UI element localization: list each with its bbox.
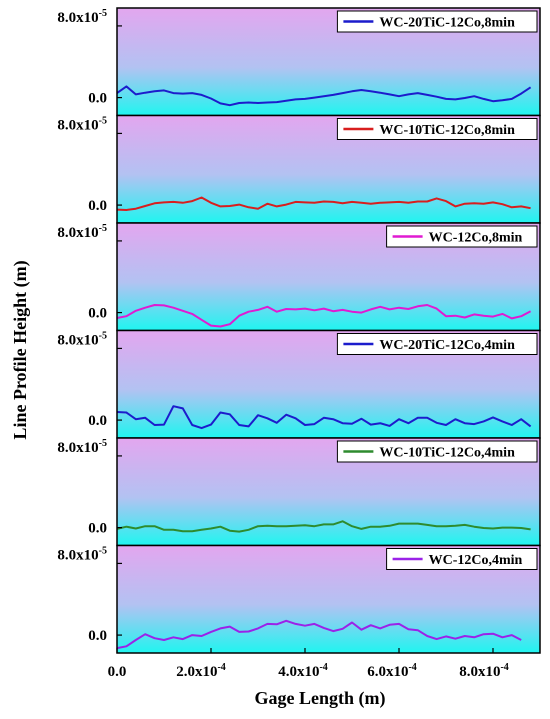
panel: 8.0x10-5 0.0 WC-12Co,8min <box>57 222 541 332</box>
legend-box <box>336 440 538 463</box>
panel: 8.0x10-5 0.0 WC-20TiC-12Co,4min <box>57 329 541 439</box>
legend: WC-10TiC-12Co,4min <box>336 440 538 463</box>
y-tick-label: 0.0 <box>88 628 107 644</box>
x-tick-label: 2.0x10-4 <box>176 662 226 680</box>
y-tick-label: 0.0 <box>88 306 107 322</box>
x-axis-title: Gage Length (m) <box>255 688 386 709</box>
legend-box <box>386 548 538 570</box>
series-line <box>116 520 531 533</box>
series-line <box>116 85 532 107</box>
y-tick-label: 8.0x10-5 <box>57 438 107 456</box>
panel: 8.0x10-5 0.0 WC-10TiC-12Co,4min <box>57 437 541 547</box>
y-tick-label: 0.0 <box>88 198 107 214</box>
panels: 8.0x10-5 0.0 WC-20TiC-12Co,8min 8.0x10-5 0.0… <box>57 7 541 654</box>
y-tick-label: 8.0x10-5 <box>57 116 107 134</box>
y-tick-label: 0.0 <box>88 521 107 537</box>
legend: WC-20TiC-12Co,8min <box>336 10 538 33</box>
legend: WC-12Co,8min <box>386 225 538 248</box>
legend: WC-10TiC-12Co,8min <box>336 118 538 140</box>
x-tick-label: 4.0x10-4 <box>278 662 328 680</box>
series-line <box>116 619 522 650</box>
y-tick-label: 0.0 <box>88 413 107 429</box>
y-tick-label: 8.0x10-5 <box>57 331 107 349</box>
y-tick-label: 0.0 <box>88 91 107 107</box>
y-tick-label: 8.0x10-5 <box>57 223 107 241</box>
legend-box <box>386 225 538 248</box>
y-tick-label: 8.0x10-5 <box>57 546 107 564</box>
x-tick-label: 0.0 <box>108 664 127 680</box>
legend-box <box>336 118 538 140</box>
legend-label: WC-20TiC-12Co,8min <box>379 16 515 31</box>
series-line <box>116 304 532 328</box>
panel: 8.0x10-5 0.0 WC-10TiC-12Co,8min <box>57 114 541 224</box>
panel-frame <box>116 544 541 654</box>
x-axis: 0.0 2.0x10-4 4.0x10-4 6.0x10-4 8.0x10-4 … <box>108 662 509 709</box>
x-tick-label: 6.0x10-4 <box>367 662 417 680</box>
legend-label: WC-12Co,8min <box>429 231 523 246</box>
legend: WC-20TiC-12Co,4min <box>336 333 538 355</box>
legend: WC-12Co,4min <box>386 548 538 570</box>
legend-label: WC-12Co,4min <box>429 553 523 568</box>
series-line <box>116 196 531 211</box>
panel: 8.0x10-5 0.0 WC-12Co,4min <box>57 544 541 654</box>
y-axis-title: Line Profile Height (m) <box>10 260 31 439</box>
series-line <box>116 405 532 430</box>
panel: 8.0x10-5 0.0 WC-20TiC-12Co,8min <box>57 7 541 117</box>
y-tick-label: 8.0x10-5 <box>57 8 107 26</box>
legend-box <box>336 10 538 33</box>
legend-label: WC-10TiC-12Co,8min <box>379 123 515 138</box>
legend-label: WC-10TiC-12Co,4min <box>379 446 515 461</box>
x-tick-label: 8.0x10-4 <box>459 662 509 680</box>
legend-label: WC-20TiC-12Co,4min <box>379 338 515 353</box>
legend-box <box>336 333 538 355</box>
